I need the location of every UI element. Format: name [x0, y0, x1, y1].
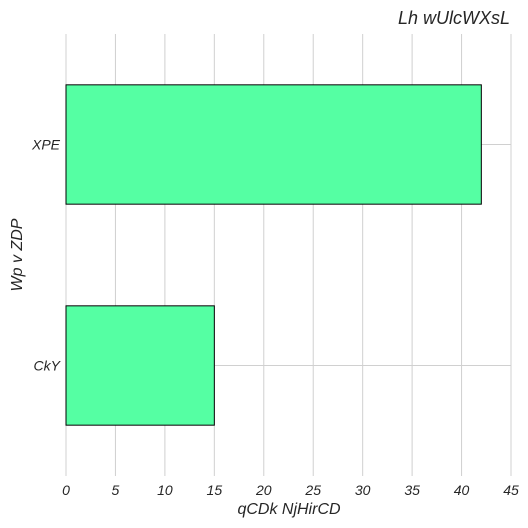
x-tick-label: 5: [112, 482, 120, 498]
bar-xpe: [65, 84, 482, 205]
y-tick-label: XPE: [31, 137, 61, 153]
x-tick-label: 0: [62, 482, 70, 498]
bar-cky: [65, 305, 215, 426]
x-tick-labels: 0 5 10 15 20 25 30 35 40 45: [62, 482, 519, 498]
x-tick-label: 25: [304, 482, 321, 498]
x-axis-title: qCDk NjHirCD: [237, 501, 341, 518]
bar-layer: [65, 84, 482, 426]
x-tick-label: 35: [404, 482, 420, 498]
x-tick-label: 15: [207, 482, 223, 498]
x-tick-label: 20: [255, 482, 272, 498]
y-tick-labels: XPE CkY: [31, 137, 62, 374]
x-tick-label: 10: [157, 482, 173, 498]
x-tick-label: 40: [454, 482, 470, 498]
y-tick-label: CkY: [34, 358, 62, 374]
x-tick-label: 30: [355, 482, 371, 498]
chart-title: Lh wUlcWXsL: [398, 8, 510, 28]
x-tick-label: 45: [503, 482, 519, 498]
y-axis-title: Wp v ZDP: [9, 218, 26, 291]
